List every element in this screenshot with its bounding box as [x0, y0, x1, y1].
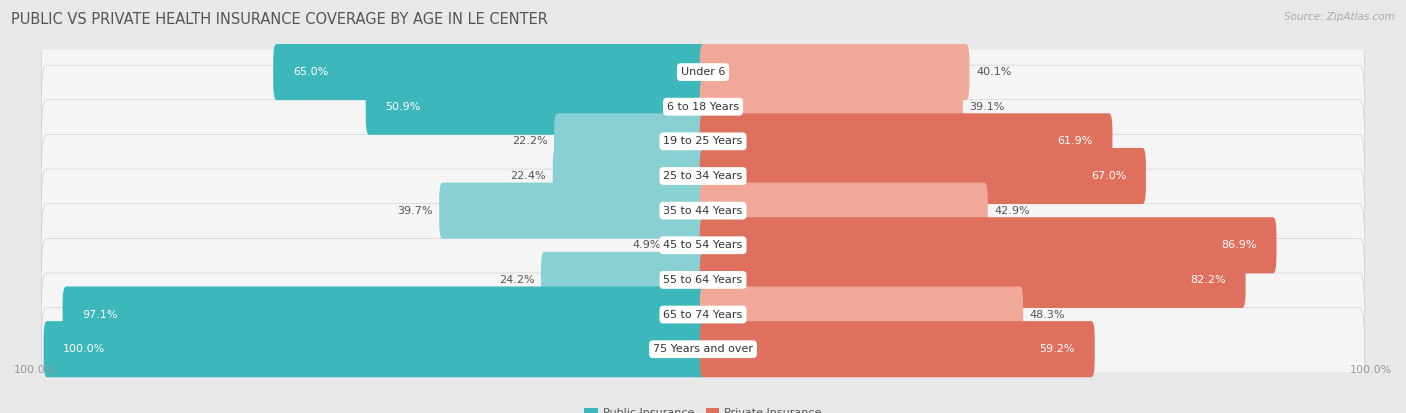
Text: 19 to 25 Years: 19 to 25 Years — [664, 136, 742, 146]
Text: 39.7%: 39.7% — [396, 206, 433, 216]
Text: 86.9%: 86.9% — [1222, 240, 1257, 250]
Text: 82.2%: 82.2% — [1191, 275, 1226, 285]
FancyBboxPatch shape — [42, 100, 1364, 183]
FancyBboxPatch shape — [42, 31, 1364, 114]
FancyBboxPatch shape — [44, 321, 706, 377]
Text: 6 to 18 Years: 6 to 18 Years — [666, 102, 740, 112]
Text: Under 6: Under 6 — [681, 67, 725, 77]
FancyBboxPatch shape — [42, 65, 1364, 148]
Text: 45 to 54 Years: 45 to 54 Years — [664, 240, 742, 250]
Text: 35 to 44 Years: 35 to 44 Years — [664, 206, 742, 216]
Text: 65.0%: 65.0% — [292, 67, 328, 77]
FancyBboxPatch shape — [541, 252, 706, 308]
Text: 22.4%: 22.4% — [510, 171, 546, 181]
FancyBboxPatch shape — [366, 78, 706, 135]
FancyBboxPatch shape — [439, 183, 706, 239]
FancyBboxPatch shape — [700, 217, 1277, 273]
Text: 50.9%: 50.9% — [385, 102, 420, 112]
FancyBboxPatch shape — [42, 273, 1364, 356]
Text: 65 to 74 Years: 65 to 74 Years — [664, 310, 742, 320]
FancyBboxPatch shape — [553, 148, 706, 204]
Text: 100.0%: 100.0% — [1350, 365, 1392, 375]
Text: 4.9%: 4.9% — [633, 240, 661, 250]
Text: 67.0%: 67.0% — [1091, 171, 1126, 181]
Text: Source: ZipAtlas.com: Source: ZipAtlas.com — [1284, 12, 1395, 22]
Text: 25 to 34 Years: 25 to 34 Years — [664, 171, 742, 181]
Text: 24.2%: 24.2% — [499, 275, 534, 285]
Text: 75 Years and over: 75 Years and over — [652, 344, 754, 354]
Text: 61.9%: 61.9% — [1057, 136, 1092, 146]
FancyBboxPatch shape — [700, 321, 1095, 377]
Text: 39.1%: 39.1% — [969, 102, 1005, 112]
Text: 59.2%: 59.2% — [1039, 344, 1076, 354]
FancyBboxPatch shape — [700, 113, 1112, 169]
FancyBboxPatch shape — [42, 169, 1364, 252]
FancyBboxPatch shape — [42, 134, 1364, 218]
FancyBboxPatch shape — [700, 78, 963, 135]
FancyBboxPatch shape — [42, 204, 1364, 287]
FancyBboxPatch shape — [700, 44, 969, 100]
FancyBboxPatch shape — [42, 238, 1364, 321]
Text: 55 to 64 Years: 55 to 64 Years — [664, 275, 742, 285]
FancyBboxPatch shape — [700, 183, 988, 239]
Legend: Public Insurance, Private Insurance: Public Insurance, Private Insurance — [583, 408, 823, 413]
FancyBboxPatch shape — [42, 308, 1364, 391]
Text: 40.1%: 40.1% — [976, 67, 1011, 77]
Text: 22.2%: 22.2% — [512, 136, 547, 146]
Text: 42.9%: 42.9% — [994, 206, 1031, 216]
FancyBboxPatch shape — [554, 113, 706, 169]
Text: 97.1%: 97.1% — [83, 310, 118, 320]
Text: 100.0%: 100.0% — [14, 365, 56, 375]
FancyBboxPatch shape — [700, 287, 1024, 343]
FancyBboxPatch shape — [273, 44, 706, 100]
FancyBboxPatch shape — [63, 287, 706, 343]
Text: PUBLIC VS PRIVATE HEALTH INSURANCE COVERAGE BY AGE IN LE CENTER: PUBLIC VS PRIVATE HEALTH INSURANCE COVER… — [11, 12, 548, 27]
FancyBboxPatch shape — [668, 217, 706, 273]
FancyBboxPatch shape — [700, 252, 1246, 308]
FancyBboxPatch shape — [700, 148, 1146, 204]
Text: 48.3%: 48.3% — [1029, 310, 1066, 320]
Text: 100.0%: 100.0% — [63, 344, 105, 354]
